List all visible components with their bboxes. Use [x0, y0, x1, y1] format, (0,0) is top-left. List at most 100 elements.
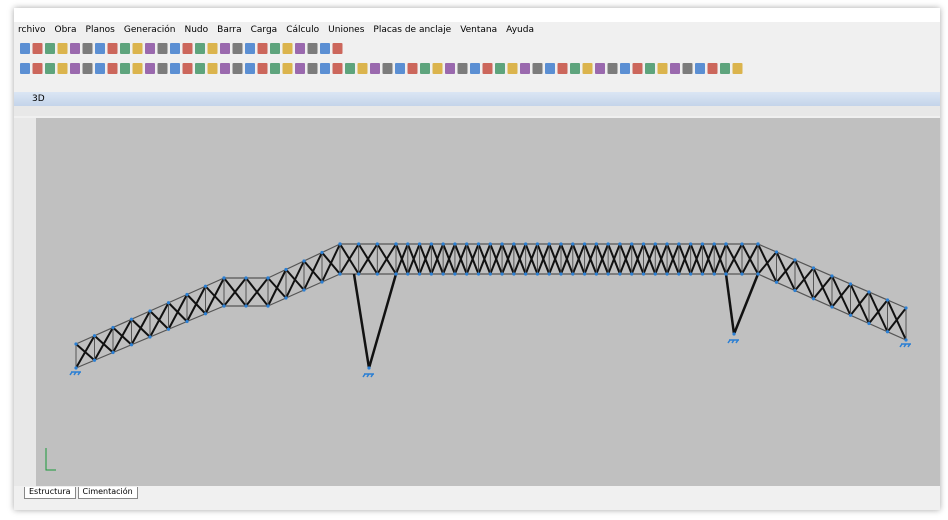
toolbar-button[interactable]	[83, 43, 93, 54]
menu-item[interactable]: Uniones	[328, 25, 364, 35]
toolbar-button[interactable]	[433, 63, 443, 74]
toolbar-button[interactable]	[33, 43, 43, 54]
toolbar-button[interactable]	[270, 63, 280, 74]
toolbar-button[interactable]	[220, 63, 230, 74]
toolbar-button[interactable]	[445, 63, 455, 74]
toolbar-button[interactable]	[358, 63, 368, 74]
toolbar-button[interactable]	[220, 43, 230, 54]
toolbar-button[interactable]	[658, 63, 668, 74]
toolbar-button[interactable]	[570, 63, 580, 74]
toolbar-button[interactable]	[533, 63, 543, 74]
toolbar-button[interactable]	[33, 63, 43, 74]
toolbar-button[interactable]	[170, 63, 180, 74]
toolbar-button[interactable]	[645, 63, 655, 74]
toolbar-button[interactable]	[558, 63, 568, 74]
toolbar-button[interactable]	[495, 63, 505, 74]
toolbar-button[interactable]	[520, 63, 530, 74]
toolbar-button[interactable]	[595, 63, 605, 74]
toolbar-button[interactable]	[133, 63, 143, 74]
toolbar-button[interactable]	[295, 63, 305, 74]
toolbar-button[interactable]	[408, 63, 418, 74]
toolbar-button[interactable]	[395, 63, 405, 74]
toolbar-button[interactable]	[108, 63, 118, 74]
node	[512, 242, 515, 245]
toolbar-button[interactable]	[270, 43, 280, 54]
toolbar-button[interactable]	[633, 63, 643, 74]
toolbar-button[interactable]	[370, 63, 380, 74]
toolbar-button[interactable]	[308, 63, 318, 74]
toolbar-button[interactable]	[458, 63, 468, 74]
toolbar-button[interactable]	[383, 63, 393, 74]
toolbar-button[interactable]	[258, 43, 268, 54]
toolbar-button[interactable]	[583, 63, 593, 74]
toolbar-button[interactable]	[95, 63, 105, 74]
toolbar-button[interactable]	[670, 63, 680, 74]
menu-item[interactable]: Ventana	[460, 25, 497, 35]
toolbar-button[interactable]	[295, 43, 305, 54]
toolbar-button[interactable]	[333, 63, 343, 74]
toolbar-button[interactable]	[170, 43, 180, 54]
toolbar-button[interactable]	[195, 63, 205, 74]
toolbar-button[interactable]	[233, 43, 243, 54]
toolbar-button[interactable]	[133, 43, 143, 54]
toolbar-button[interactable]	[245, 63, 255, 74]
menu-item[interactable]: Cálculo	[286, 25, 319, 35]
menu-item[interactable]: Nudo	[185, 25, 209, 35]
toolbar-button[interactable]	[245, 43, 255, 54]
toolbar-button[interactable]	[183, 43, 193, 54]
toolbar-button[interactable]	[145, 43, 155, 54]
toolbar-button[interactable]	[508, 63, 518, 74]
toolbar-button[interactable]	[70, 63, 80, 74]
toolbar-button[interactable]	[158, 43, 168, 54]
toolbar-button[interactable]	[70, 43, 80, 54]
toolbar-button[interactable]	[320, 43, 330, 54]
toolbar-button[interactable]	[545, 63, 555, 74]
toolbar-button[interactable]	[120, 63, 130, 74]
toolbar-button[interactable]	[58, 63, 68, 74]
toolbar-button[interactable]	[195, 43, 205, 54]
toolbar-button[interactable]	[83, 63, 93, 74]
toolbar-button[interactable]	[708, 63, 718, 74]
toolbar-button[interactable]	[183, 63, 193, 74]
toolbar-button[interactable]	[20, 43, 30, 54]
toolbar-button[interactable]	[258, 63, 268, 74]
menu-item[interactable]: Barra	[217, 25, 241, 35]
toolbar-button[interactable]	[45, 43, 55, 54]
toolbar-button[interactable]	[95, 43, 105, 54]
menu-item[interactable]: Carga	[251, 25, 278, 35]
toolbar-button[interactable]	[420, 63, 430, 74]
tab[interactable]: Cimentación	[78, 487, 138, 499]
toolbar-button[interactable]	[58, 43, 68, 54]
menu-item[interactable]: Placas de anclaje	[373, 25, 451, 35]
menu-item[interactable]: Planos	[86, 25, 115, 35]
toolbar-button[interactable]	[320, 63, 330, 74]
menu-item[interactable]: rchivo	[18, 25, 46, 35]
toolbar-button[interactable]	[208, 63, 218, 74]
toolbar-button[interactable]	[283, 63, 293, 74]
toolbar-button[interactable]	[483, 63, 493, 74]
toolbar-button[interactable]	[45, 63, 55, 74]
toolbar-button[interactable]	[695, 63, 705, 74]
toolbar-button[interactable]	[145, 63, 155, 74]
toolbar-button[interactable]	[470, 63, 480, 74]
toolbar-button[interactable]	[158, 63, 168, 74]
toolbar-button[interactable]	[720, 63, 730, 74]
toolbar-button[interactable]	[20, 63, 30, 74]
toolbar-button[interactable]	[608, 63, 618, 74]
toolbar-button[interactable]	[308, 43, 318, 54]
menu-item[interactable]: Ayuda	[506, 25, 534, 35]
toolbar-button[interactable]	[108, 43, 118, 54]
toolbar-button[interactable]	[620, 63, 630, 74]
toolbar-button[interactable]	[333, 43, 343, 54]
toolbar-button[interactable]	[208, 43, 218, 54]
toolbar-button[interactable]	[345, 63, 355, 74]
menu-item[interactable]: Obra	[55, 25, 77, 35]
menu-item[interactable]: Generación	[124, 25, 176, 35]
tab[interactable]: Estructura	[24, 487, 76, 499]
toolbar-button[interactable]	[733, 63, 743, 74]
toolbar-button[interactable]	[283, 43, 293, 54]
toolbar-button[interactable]	[683, 63, 693, 74]
toolbar-button[interactable]	[233, 63, 243, 74]
toolbar-button[interactable]	[120, 43, 130, 54]
column	[734, 274, 758, 334]
